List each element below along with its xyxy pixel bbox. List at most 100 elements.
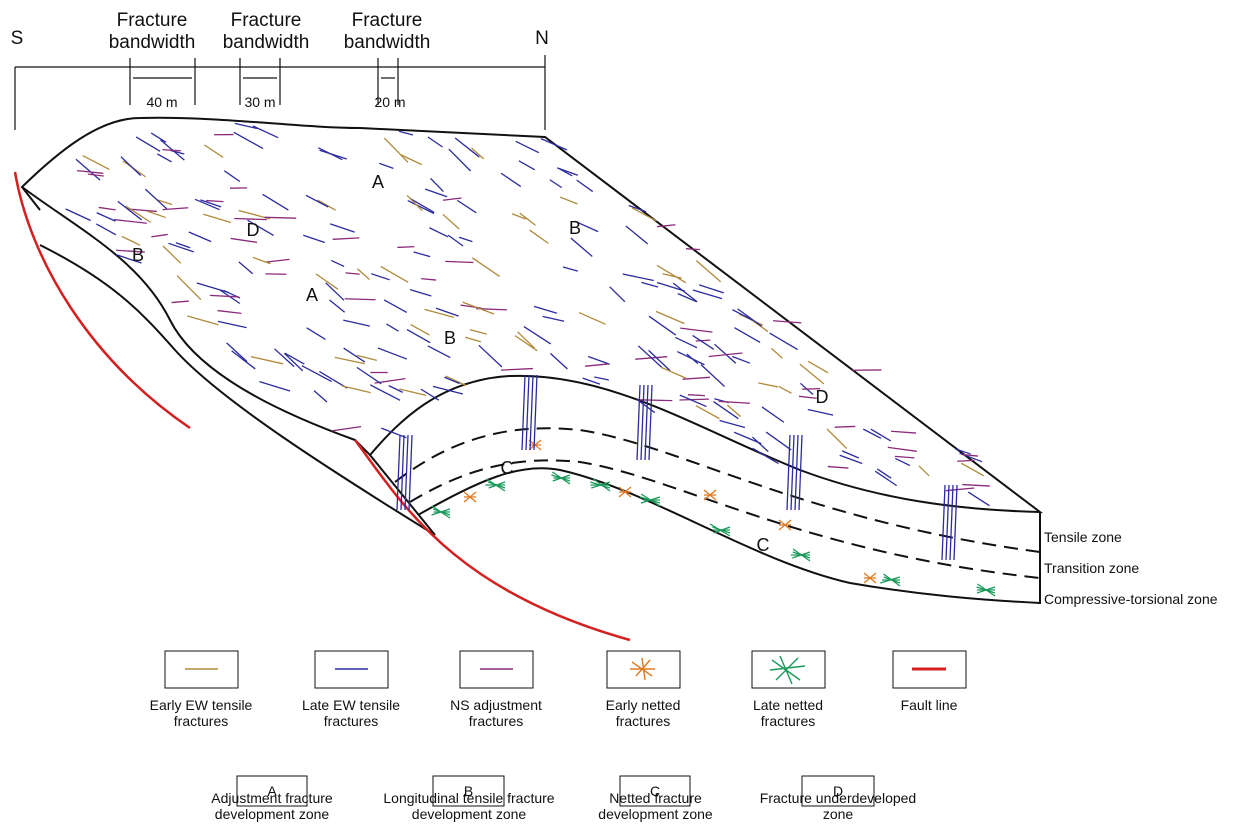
fracture bbox=[594, 377, 609, 380]
fracture bbox=[919, 466, 929, 476]
fracture bbox=[734, 328, 760, 343]
fracture bbox=[518, 332, 535, 348]
fracture bbox=[118, 201, 142, 220]
fracture bbox=[696, 340, 711, 341]
zone-letter: C bbox=[753, 535, 773, 556]
fracture bbox=[88, 174, 104, 176]
fracture bbox=[218, 311, 242, 314]
fracture bbox=[875, 471, 896, 485]
fracture bbox=[443, 198, 462, 200]
fracture bbox=[203, 214, 230, 222]
fracture bbox=[414, 252, 430, 257]
bandwidth-value: 20 m bbox=[360, 94, 420, 110]
fracture bbox=[345, 299, 376, 300]
fracture bbox=[560, 197, 577, 204]
fracture bbox=[675, 337, 697, 347]
fracture bbox=[550, 353, 567, 369]
fracture bbox=[357, 367, 381, 383]
fracture bbox=[571, 238, 592, 256]
fracture bbox=[401, 155, 422, 165]
bandwidth-value: 40 m bbox=[132, 94, 192, 110]
fracture bbox=[407, 195, 422, 210]
fracture bbox=[306, 195, 328, 207]
fracture bbox=[720, 420, 745, 427]
fracture bbox=[163, 246, 181, 263]
fracture bbox=[463, 302, 494, 314]
fracture bbox=[957, 460, 974, 461]
legend-label: Late EW tensile fractures bbox=[286, 697, 416, 729]
fracture bbox=[428, 137, 443, 147]
fracture bbox=[661, 367, 686, 378]
zone-letter: B bbox=[440, 328, 460, 349]
fracture bbox=[519, 161, 535, 170]
fracture bbox=[189, 232, 211, 242]
fracture bbox=[318, 200, 336, 210]
fracture bbox=[791, 435, 794, 510]
zone-letter: A bbox=[302, 285, 322, 306]
fracture bbox=[827, 429, 847, 449]
fracture bbox=[719, 401, 750, 403]
fracture bbox=[357, 355, 377, 360]
fracture bbox=[197, 283, 229, 292]
fracture bbox=[557, 168, 578, 175]
fracture bbox=[99, 207, 116, 209]
fracture bbox=[679, 399, 708, 400]
compass: N bbox=[527, 28, 557, 50]
fracture bbox=[962, 485, 990, 487]
fracture bbox=[162, 150, 180, 151]
fracture bbox=[455, 138, 479, 157]
fracture bbox=[114, 220, 147, 224]
legend-label: Early netted fractures bbox=[588, 697, 698, 729]
fracture bbox=[610, 287, 625, 302]
fracture bbox=[678, 294, 697, 302]
zone-key-label: Longitudinal tensile fracture developmen… bbox=[376, 790, 562, 822]
scale-bar bbox=[15, 55, 545, 130]
fracture bbox=[946, 488, 975, 491]
fracture bbox=[888, 447, 917, 451]
fracture bbox=[738, 309, 762, 326]
fracture bbox=[696, 406, 719, 419]
fracture bbox=[762, 407, 784, 422]
fracture bbox=[83, 156, 110, 170]
fracture bbox=[177, 276, 201, 300]
fracture bbox=[429, 228, 448, 237]
fracture bbox=[526, 375, 529, 450]
fracture bbox=[379, 163, 393, 168]
fracture bbox=[472, 258, 499, 277]
fracture bbox=[96, 224, 116, 235]
fracture bbox=[472, 148, 484, 159]
fracture bbox=[942, 485, 945, 560]
fracture bbox=[275, 349, 295, 367]
fracture bbox=[66, 209, 91, 221]
bandwidth-label: Fracture bandwidth bbox=[216, 10, 316, 54]
fracture bbox=[732, 310, 752, 321]
fracture bbox=[895, 458, 910, 465]
fracture bbox=[157, 154, 171, 162]
fracture bbox=[543, 316, 565, 321]
fracture bbox=[445, 261, 473, 262]
fracture bbox=[683, 377, 710, 379]
fracture bbox=[266, 259, 290, 262]
fracture bbox=[673, 283, 697, 302]
fracture bbox=[333, 238, 360, 239]
top-surface bbox=[22, 118, 1040, 512]
fracture bbox=[378, 348, 407, 359]
fracture bbox=[251, 357, 283, 364]
fracture bbox=[384, 300, 407, 313]
fracture bbox=[259, 382, 290, 391]
fracture bbox=[431, 178, 444, 191]
fracture bbox=[386, 324, 398, 331]
fracture bbox=[641, 282, 658, 287]
fracture bbox=[172, 301, 189, 302]
fracture bbox=[218, 321, 247, 327]
fracture bbox=[677, 352, 704, 365]
fracture bbox=[409, 435, 412, 510]
fracture bbox=[954, 485, 957, 560]
fracture bbox=[227, 343, 247, 362]
fracture bbox=[656, 311, 685, 323]
fracture bbox=[345, 273, 359, 274]
zone-letter: D bbox=[812, 387, 832, 408]
fracture bbox=[530, 230, 549, 243]
fracture bbox=[381, 266, 409, 282]
fracture bbox=[343, 320, 370, 326]
